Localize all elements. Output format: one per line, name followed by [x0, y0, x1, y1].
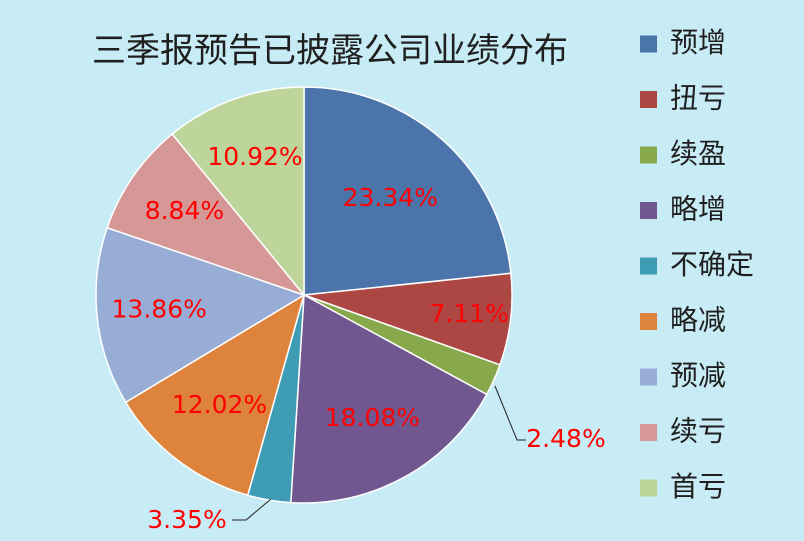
pie-slice-9 — [171, 86, 305, 298]
legend-item-9: 首亏 — [640, 470, 726, 503]
data-label-2: 7.11% — [429, 299, 508, 328]
legend-swatch-7 — [640, 368, 657, 386]
data-label-1: 23.34% — [343, 183, 438, 212]
legend-item-8: 续亏 — [640, 415, 726, 448]
legend-label-9: 首亏 — [670, 470, 726, 503]
legend-item-3: 续盈 — [640, 137, 726, 170]
legend-swatch-5 — [640, 257, 657, 275]
legend-swatch-6 — [640, 313, 657, 330]
chart-title: 三季报预告已披露公司业绩分布 — [92, 31, 568, 71]
legend-item-7: 预减 — [640, 359, 726, 392]
pie-slice-6 — [124, 293, 306, 497]
data-labels: 23.34% 7.11% 2.48% 18.08% 3.35% 12.02% 13.86% 8… — [112, 142, 606, 534]
legend-swatch-3 — [640, 146, 657, 164]
pie-slice-4 — [290, 293, 488, 504]
leader-lines — [232, 385, 526, 521]
legend-swatch-2 — [640, 91, 657, 108]
legend-label-5: 不确定 — [670, 248, 754, 281]
legend-item-4: 略增 — [640, 193, 726, 226]
data-label-9: 10.92% — [207, 142, 302, 171]
legend-item-2: 扭亏 — [640, 82, 726, 115]
legend-swatch-1 — [640, 35, 657, 53]
legend-swatch-9 — [640, 479, 657, 497]
pie-slice-8 — [106, 133, 307, 297]
legend-label-4: 略增 — [670, 193, 726, 226]
legend-label-2: 扭亏 — [670, 82, 726, 115]
data-label-5: 3.35% — [147, 505, 226, 534]
pie-slice-7 — [95, 226, 306, 404]
legend-item-6: 略减 — [640, 304, 726, 337]
data-label-8: 8.84% — [145, 196, 224, 225]
data-label-3: 2.48% — [526, 424, 605, 453]
pie-slices — [95, 86, 513, 504]
data-label-7: 13.86% — [112, 294, 207, 323]
legend-label-7: 预减 — [670, 359, 726, 392]
legend-swatch-4 — [640, 202, 657, 219]
legend-item-1: 预增 — [640, 26, 726, 59]
legend-label-1: 预增 — [670, 26, 726, 59]
legend-label-6: 略减 — [670, 304, 726, 337]
legend-item-5: 不确定 — [640, 248, 754, 281]
pie-slice-1 — [303, 86, 512, 296]
data-label-4: 18.08% — [325, 403, 420, 432]
leader-line-3 — [494, 385, 526, 441]
legend-label-8: 续亏 — [670, 415, 726, 448]
legend-label-3: 续盈 — [670, 137, 726, 170]
legend-swatch-8 — [640, 424, 657, 441]
data-label-6: 12.02% — [172, 390, 267, 419]
leader-line-5 — [232, 498, 272, 521]
